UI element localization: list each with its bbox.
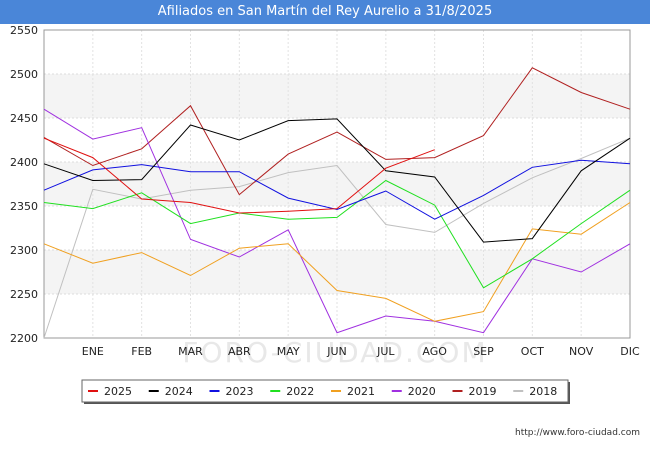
plot-border [43, 29, 631, 339]
legend-label-2020: 2020 [408, 385, 436, 398]
y-tick-label: 2350 [10, 200, 38, 213]
x-tick-label: ENE [82, 345, 104, 358]
x-tick-label: SEP [473, 345, 494, 358]
legend-label-2018: 2018 [529, 385, 557, 398]
legend-box [81, 379, 569, 403]
x-tick-label: FEB [131, 345, 152, 358]
y-tick-label: 2450 [10, 112, 38, 125]
y-axis-ticks: 2200 2250 2300 2350 2400 2450 2500 2550 [10, 24, 38, 345]
y-tick-label: 2200 [10, 332, 38, 345]
legend-label-2021: 2021 [347, 385, 375, 398]
x-tick-label: DIC [620, 345, 640, 358]
x-tick-label: OCT [521, 345, 544, 358]
legend: 2025 2024 2023 2022 2021 2020 2019 2018 [81, 379, 570, 404]
y-tick-label: 2500 [10, 68, 38, 81]
x-tick-label: JUL [376, 345, 395, 358]
y-tick-label: 2300 [10, 244, 38, 257]
legend-label-2022: 2022 [286, 385, 314, 398]
watermark-text: FORO-CIUDAD.COM [182, 336, 487, 369]
x-tick-label: JUN [326, 345, 347, 358]
series-lines [43, 67, 631, 339]
x-tick-label: MAY [277, 345, 300, 358]
x-tick-label: NOV [569, 345, 594, 358]
series-line-2024 [43, 118, 631, 243]
series-line-2023 [43, 159, 631, 220]
series-line-2019 [43, 67, 631, 196]
y-tick-label: 2550 [10, 24, 38, 37]
y-tick-label: 2400 [10, 156, 38, 169]
series-line-2025 [43, 137, 435, 214]
chart-title: Afiliados en San Martín del Rey Aurelio … [0, 0, 650, 24]
x-tick-label: MAR [178, 345, 203, 358]
x-axis-ticks: ENE FEB MAR ABR MAY JUN JUL AGO SEP OCT NOV DIC [82, 345, 640, 358]
x-tick-label: AGO [422, 345, 447, 358]
legend-label-2019: 2019 [469, 385, 497, 398]
legend-label-2023: 2023 [226, 385, 254, 398]
legend-label-2025: 2025 [104, 385, 132, 398]
y-tick-label: 2250 [10, 288, 38, 301]
grid-lines [43, 29, 631, 339]
legend-label-2024: 2024 [165, 385, 193, 398]
source-footer: http://www.foro-ciudad.com [515, 428, 640, 438]
series-line-2021 [43, 202, 631, 322]
x-tick-label: ABR [228, 345, 251, 358]
series-line-2022 [43, 179, 631, 289]
